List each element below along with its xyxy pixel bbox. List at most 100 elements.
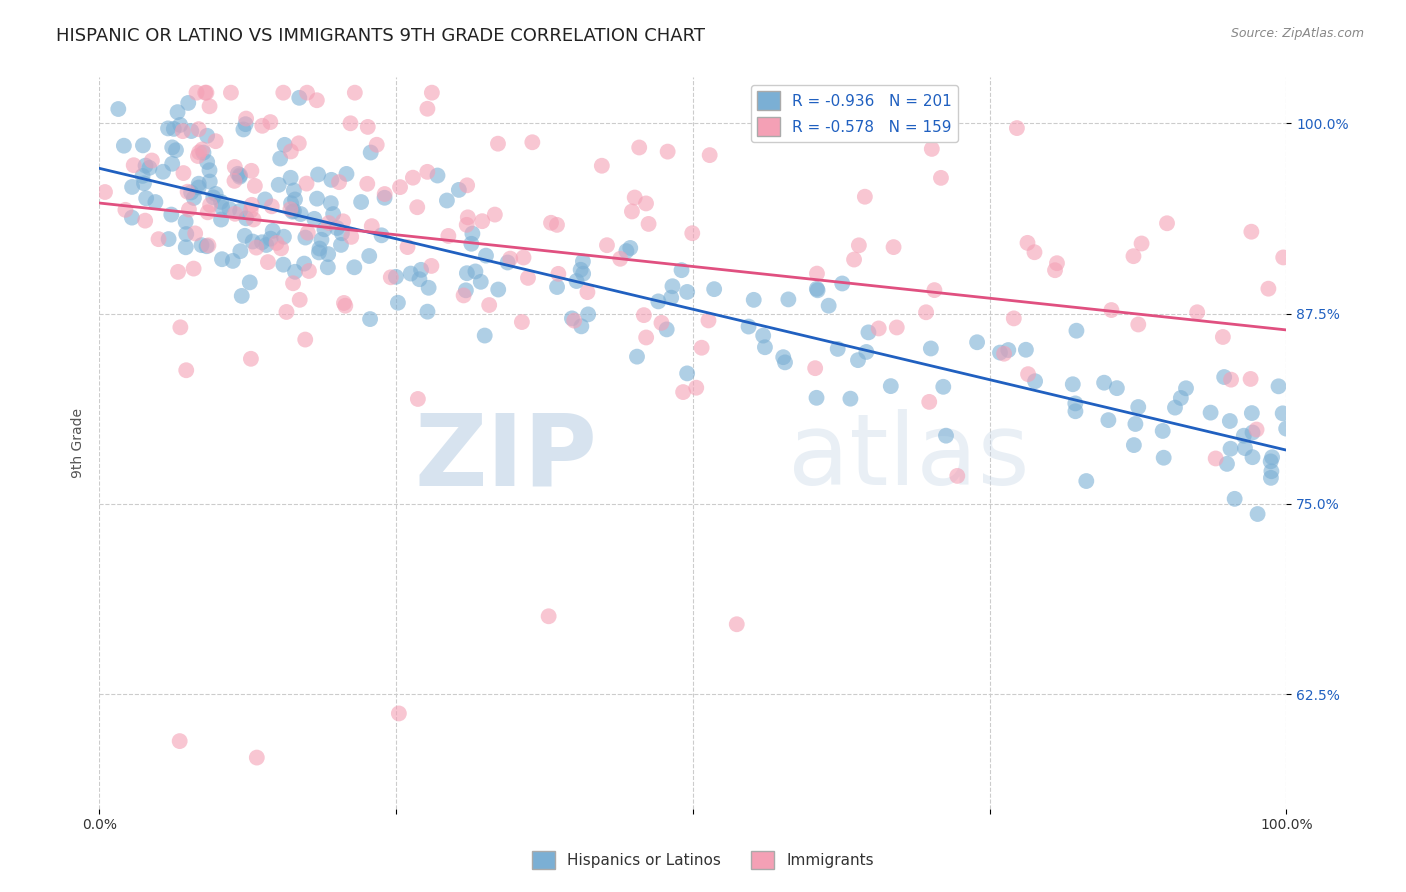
- Point: [1024, 245, 1046, 260]
- Point: [671, 263, 693, 277]
- Point: [246, 750, 269, 764]
- Point: [187, 149, 209, 163]
- Point: [647, 294, 669, 309]
- Point: [742, 293, 765, 307]
- Point: [316, 247, 339, 261]
- Point: [457, 211, 479, 225]
- Point: [1271, 406, 1294, 420]
- Point: [280, 196, 302, 211]
- Point: [772, 350, 794, 364]
- Point: [842, 252, 865, 267]
- Point: [399, 267, 422, 281]
- Point: [1246, 423, 1268, 437]
- Point: [650, 316, 672, 330]
- Point: [1064, 396, 1087, 410]
- Point: [350, 194, 373, 209]
- Point: [252, 119, 274, 133]
- Point: [1130, 236, 1153, 251]
- Point: [807, 283, 830, 297]
- Point: [311, 233, 333, 247]
- Point: [321, 173, 343, 187]
- Point: [254, 238, 277, 252]
- Point: [270, 241, 292, 255]
- Point: [262, 224, 284, 238]
- Point: [855, 345, 877, 359]
- Point: [281, 277, 304, 291]
- Point: [163, 121, 186, 136]
- Point: [314, 222, 336, 236]
- Point: [222, 253, 245, 268]
- Point: [1128, 318, 1150, 332]
- Point: [512, 251, 534, 265]
- Point: [304, 211, 326, 226]
- Point: [486, 283, 509, 297]
- Point: [562, 313, 585, 327]
- Point: [360, 219, 382, 234]
- Point: [661, 279, 683, 293]
- Point: [464, 264, 486, 278]
- Point: [211, 201, 233, 215]
- Point: [295, 177, 318, 191]
- Point: [121, 180, 143, 194]
- Point: [322, 207, 344, 221]
- Point: [946, 469, 969, 483]
- Point: [122, 158, 145, 172]
- Point: [510, 315, 533, 329]
- Point: [1260, 454, 1282, 468]
- Point: [626, 350, 648, 364]
- Point: [565, 274, 588, 288]
- Point: [1212, 330, 1234, 344]
- Point: [160, 140, 183, 154]
- Point: [993, 347, 1015, 361]
- Point: [145, 195, 167, 210]
- Point: [288, 136, 311, 151]
- Point: [396, 240, 419, 254]
- Point: [839, 392, 862, 406]
- Point: [385, 269, 408, 284]
- Point: [204, 186, 226, 201]
- Point: [420, 86, 443, 100]
- Point: [637, 217, 659, 231]
- Point: [183, 191, 205, 205]
- Point: [198, 99, 221, 113]
- Point: [239, 351, 262, 366]
- Point: [437, 228, 460, 243]
- Point: [737, 319, 759, 334]
- Point: [817, 299, 839, 313]
- Point: [676, 367, 699, 381]
- Point: [1076, 474, 1098, 488]
- Point: [218, 202, 240, 217]
- Point: [1005, 121, 1028, 136]
- Point: [572, 254, 595, 268]
- Point: [773, 355, 796, 369]
- Point: [389, 180, 412, 194]
- Point: [307, 168, 329, 182]
- Point: [436, 194, 458, 208]
- Point: [1175, 381, 1198, 395]
- Point: [193, 145, 215, 160]
- Point: [169, 320, 191, 334]
- Point: [328, 175, 350, 189]
- Point: [202, 190, 225, 204]
- Point: [1017, 235, 1039, 250]
- Point: [374, 187, 396, 202]
- Point: [474, 328, 496, 343]
- Point: [886, 320, 908, 334]
- Point: [357, 120, 380, 134]
- Point: [418, 281, 440, 295]
- Point: [1002, 311, 1025, 326]
- Point: [1170, 391, 1192, 405]
- Point: [211, 252, 233, 267]
- Point: [1272, 251, 1295, 265]
- Point: [827, 342, 849, 356]
- Point: [447, 183, 470, 197]
- Point: [245, 241, 267, 255]
- Point: [160, 208, 183, 222]
- Point: [657, 145, 679, 159]
- Point: [1260, 464, 1282, 478]
- Point: [453, 288, 475, 302]
- Point: [305, 192, 328, 206]
- Point: [426, 169, 449, 183]
- Point: [195, 86, 218, 100]
- Point: [177, 202, 200, 217]
